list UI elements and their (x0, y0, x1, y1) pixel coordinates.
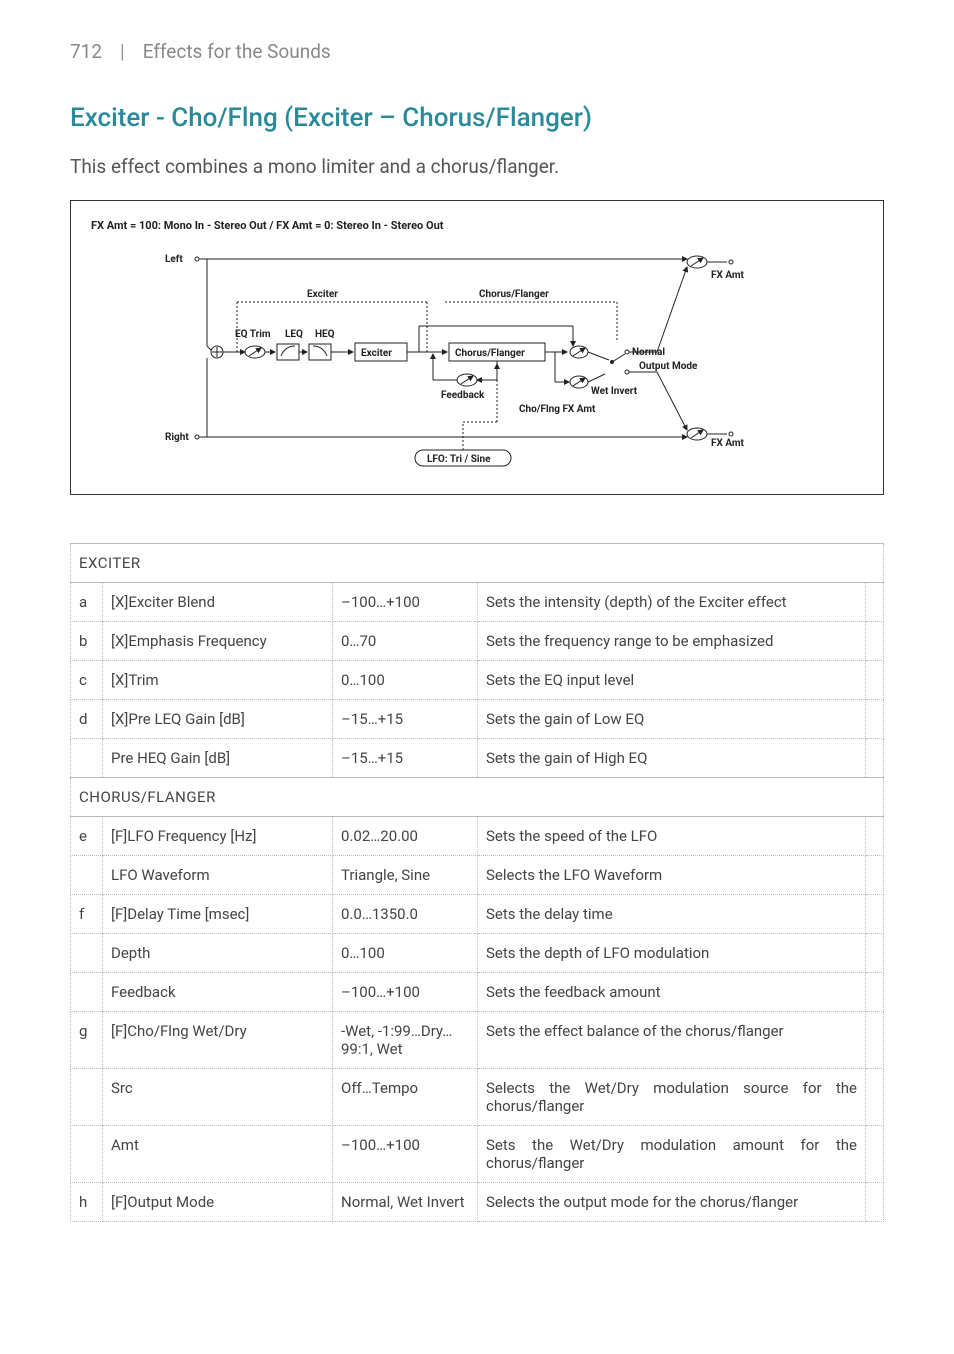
param-cell: [F]Cho/Flng Wet/Dry (103, 1012, 333, 1069)
table-row: Amt–100…+100Sets the Wet/Dry modulation … (71, 1126, 884, 1183)
param-cell: [X]Pre LEQ Gain [dB] (103, 700, 333, 739)
desc-cell: Sets the frequency range to be emphasize… (478, 622, 866, 661)
choflng-section-label: Chorus/Flanger (479, 289, 549, 300)
key-cell (71, 934, 103, 973)
key-cell: a (71, 583, 103, 622)
key-cell: d (71, 700, 103, 739)
fxamt-bot: FX Amt (711, 438, 745, 449)
table-row: g[F]Cho/Flng Wet/Dry-Wet, -1:99…Dry…99:1… (71, 1012, 884, 1069)
desc-cell: Sets the Wet/Dry modulation amount for t… (478, 1126, 866, 1183)
range-cell: –100…+100 (333, 1126, 478, 1183)
desc-cell: Sets the gain of High EQ (478, 739, 866, 778)
key-cell: g (71, 1012, 103, 1069)
table-row: Depth0…100Sets the depth of LFO modulati… (71, 934, 884, 973)
table-row: LFO WaveformTriangle, SineSelects the LF… (71, 856, 884, 895)
param-cell: Pre HEQ Gain [dB] (103, 739, 333, 778)
exciter-section-label: Exciter (307, 289, 338, 300)
range-cell: –15…+15 (333, 700, 478, 739)
desc-cell: Sets the depth of LFO modulation (478, 934, 866, 973)
table-row: SrcOff…TempoSelects the Wet/Dry modulati… (71, 1069, 884, 1126)
heq-label: HEQ (315, 329, 335, 340)
page-number: 712 (70, 40, 102, 63)
key-cell: h (71, 1183, 103, 1222)
range-cell: Triangle, Sine (333, 856, 478, 895)
wetinv-label: Wet Invert (591, 386, 638, 397)
param-cell: [F]Output Mode (103, 1183, 333, 1222)
lfo-box: LFO: Tri / Sine (427, 454, 491, 465)
desc-cell: Selects the Wet/Dry modulation source fo… (478, 1069, 866, 1126)
section-title: Exciter - Cho/Flng (Exciter – Chorus/Fla… (70, 103, 884, 133)
page-header: 712 | Effects for the Sounds (70, 40, 884, 63)
signal-flow-diagram: FX Amt = 100: Mono In - Stereo Out / FX … (70, 200, 884, 495)
page-pipe: | (120, 40, 125, 63)
table-row: Feedback–100…+100Sets the feedback amoun… (71, 973, 884, 1012)
range-cell: 0…70 (333, 622, 478, 661)
key-cell: f (71, 895, 103, 934)
diagram-caption: FX Amt = 100: Mono In - Stereo Out / FX … (91, 219, 863, 232)
key-cell (71, 1126, 103, 1183)
outmode-label: Output Mode (639, 361, 698, 372)
table-row: b[X]Emphasis Frequency0…70Sets the frequ… (71, 622, 884, 661)
param-cell: [F]Delay Time [msec] (103, 895, 333, 934)
range-cell: Normal, Wet Invert (333, 1183, 478, 1222)
table-row: e[F]LFO Frequency [Hz]0.02…20.00Sets the… (71, 817, 884, 856)
key-cell: b (71, 622, 103, 661)
range-cell: –15…+15 (333, 739, 478, 778)
feedback-label: Feedback (441, 390, 485, 401)
param-cell: [X]Emphasis Frequency (103, 622, 333, 661)
param-cell: Feedback (103, 973, 333, 1012)
param-cell: Src (103, 1069, 333, 1126)
range-cell: 0…100 (333, 934, 478, 973)
key-cell (71, 739, 103, 778)
eqtrim-label: EQ Trim (235, 329, 271, 340)
key-cell (71, 973, 103, 1012)
param-cell: [X]Trim (103, 661, 333, 700)
key-cell (71, 1069, 103, 1126)
desc-cell: Sets the effect balance of the chorus/fl… (478, 1012, 866, 1069)
table-row: h[F]Output ModeNormal, Wet InvertSelects… (71, 1183, 884, 1222)
table-row: f[F]Delay Time [msec]0.0…1350.0Sets the … (71, 895, 884, 934)
desc-cell: Sets the intensity (depth) of the Excite… (478, 583, 866, 622)
param-cell: [F]LFO Frequency [Hz] (103, 817, 333, 856)
section-description: This effect combines a mono limiter and … (70, 155, 884, 178)
table-row: a[X]Exciter Blend–100…+100Sets the inten… (71, 583, 884, 622)
left-label: Left (165, 254, 183, 265)
section-header: EXCITER (71, 544, 884, 583)
right-label: Right (165, 432, 189, 443)
desc-cell: Sets the delay time (478, 895, 866, 934)
param-cell: LFO Waveform (103, 856, 333, 895)
parameter-table: EXCITERa[X]Exciter Blend–100…+100Sets th… (70, 543, 884, 1222)
range-cell: –100…+100 (333, 583, 478, 622)
breadcrumb: Effects for the Sounds (143, 40, 331, 63)
fxamt-top: FX Amt (711, 270, 745, 281)
table-row: Pre HEQ Gain [dB]–15…+15Sets the gain of… (71, 739, 884, 778)
table-row: d[X]Pre LEQ Gain [dB]–15…+15Sets the gai… (71, 700, 884, 739)
diagram-svg: Left Right Exciter Chorus/Flanger EQ Tri… (91, 242, 863, 472)
choflng-box: Chorus/Flanger (455, 348, 525, 359)
key-cell: e (71, 817, 103, 856)
range-cell: 0…100 (333, 661, 478, 700)
desc-cell: Sets the speed of the LFO (478, 817, 866, 856)
param-cell: [X]Exciter Blend (103, 583, 333, 622)
desc-cell: Sets the gain of Low EQ (478, 700, 866, 739)
chofxamt-label: Cho/Flng FX Amt (519, 404, 596, 415)
section-header: CHORUS/FLANGER (71, 778, 884, 817)
leq-label: LEQ (285, 329, 303, 340)
desc-cell: Sets the feedback amount (478, 973, 866, 1012)
range-cell: 0.0…1350.0 (333, 895, 478, 934)
desc-cell: Selects the LFO Waveform (478, 856, 866, 895)
desc-cell: Sets the EQ input level (478, 661, 866, 700)
desc-cell: Selects the output mode for the chorus/f… (478, 1183, 866, 1222)
key-cell: c (71, 661, 103, 700)
range-cell: –100…+100 (333, 973, 478, 1012)
range-cell: 0.02…20.00 (333, 817, 478, 856)
range-cell: -Wet, -1:99…Dry…99:1, Wet (333, 1012, 478, 1069)
param-cell: Amt (103, 1126, 333, 1183)
exciter-box: Exciter (361, 348, 392, 359)
range-cell: Off…Tempo (333, 1069, 478, 1126)
key-cell (71, 856, 103, 895)
table-row: c[X]Trim0…100Sets the EQ input level (71, 661, 884, 700)
param-cell: Depth (103, 934, 333, 973)
